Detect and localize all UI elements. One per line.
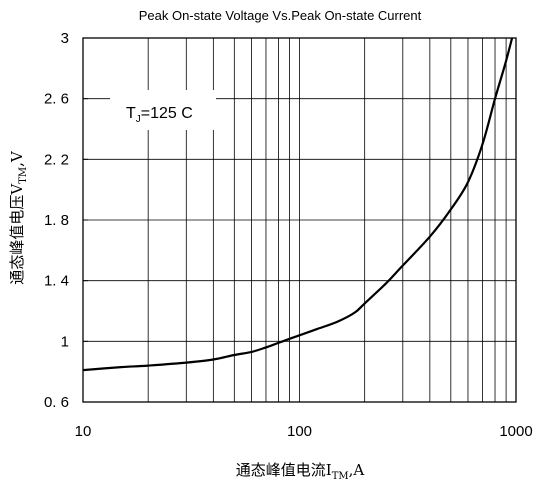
tick-labels: 0. 6 1 1. 4 1. 8 2. 2 2. 6 3 10 100 1000 (44, 30, 533, 440)
chart-title: Peak On-state Voltage Vs.Peak On-state C… (139, 8, 422, 23)
y-tick-label: 1 (61, 333, 69, 350)
grid-lines (83, 38, 516, 402)
series-line-group (83, 38, 514, 372)
y-tick-label: 1. 8 (44, 212, 69, 229)
x-axis-label: 通态峰值电流ITM,A (236, 461, 365, 482)
x-tick-label: 1000 (499, 423, 532, 440)
annotation-temperature: TJ=125 C (126, 105, 193, 125)
y-axis-label: 通态峰值电压VTM,V (8, 150, 29, 285)
x-tick-label: 100 (287, 423, 312, 440)
y-tick-label: 0. 6 (44, 394, 69, 411)
series-line (83, 38, 514, 372)
y-tick-label: 3 (61, 30, 69, 47)
y-tick-label: 2. 6 (44, 91, 69, 108)
x-tick-label: 10 (75, 423, 92, 440)
annotation-box (110, 90, 216, 130)
y-tick-label: 1. 4 (44, 273, 69, 290)
y-tick-label: 2. 2 (44, 151, 69, 168)
